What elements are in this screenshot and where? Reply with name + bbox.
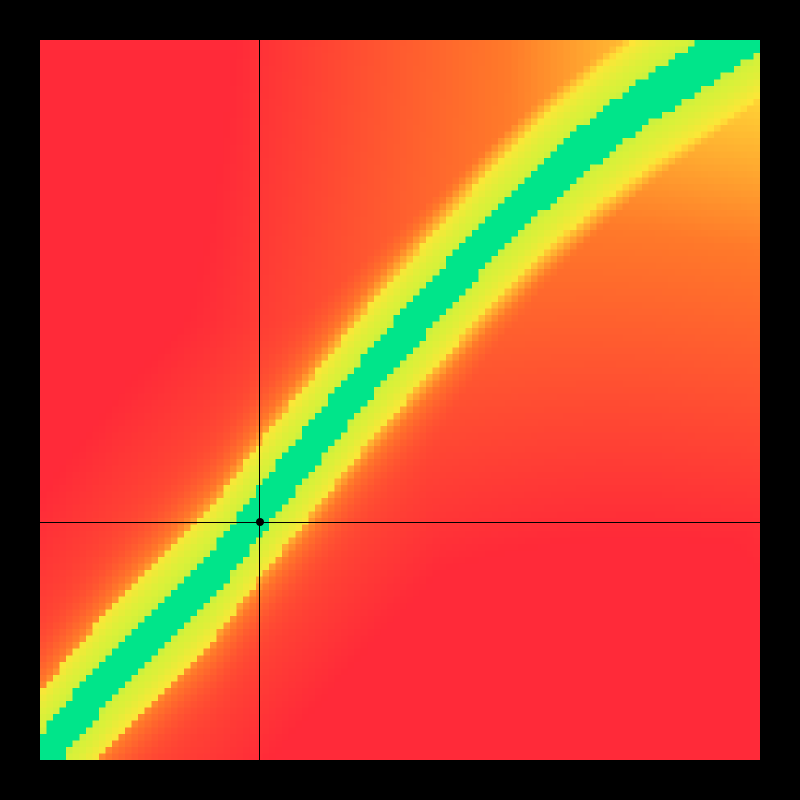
crosshair-horizontal	[40, 522, 760, 523]
heatmap-canvas	[40, 40, 760, 760]
chart-frame	[0, 0, 800, 800]
crosshair-point	[256, 518, 264, 526]
watermark-text: TheBottleneck.com	[573, 6, 786, 34]
crosshair-vertical	[259, 40, 260, 760]
